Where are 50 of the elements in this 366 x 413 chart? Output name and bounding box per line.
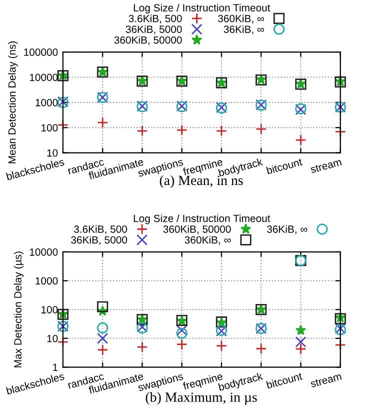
legend-label: 360KiB, 50000 xyxy=(114,36,182,45)
text: (a) Mean, in ns xyxy=(160,175,243,188)
x-tick-label: bitcount xyxy=(266,372,303,389)
y-tick-label: 1000 xyxy=(36,277,58,285)
legend-label: 36KiB, ∞ xyxy=(267,225,308,234)
point xyxy=(136,125,148,136)
y-tick-label: 1 xyxy=(53,364,58,371)
x-tick-label: bitcount xyxy=(266,158,303,174)
legend-label: 36KiB, 5000 xyxy=(126,25,182,34)
legend-title: Log Size / Instruction Timeout xyxy=(134,4,270,14)
x-tick-label: stream xyxy=(310,372,342,388)
point xyxy=(295,134,306,146)
y-tick-label: 10 xyxy=(47,149,58,157)
point xyxy=(176,328,188,339)
y-tick-label: 10000 xyxy=(30,74,58,82)
x-tick-label: stream xyxy=(310,158,342,174)
point xyxy=(97,344,108,356)
point xyxy=(97,301,108,312)
y-tick-label: 1000 xyxy=(36,98,58,106)
legend-title: Log Size / Instruction Timeout xyxy=(134,214,270,224)
point xyxy=(216,125,228,136)
text: (b) Maximum, in µs xyxy=(146,392,257,405)
point xyxy=(97,332,108,344)
point xyxy=(176,324,188,336)
point xyxy=(334,126,346,138)
legend-label: 360KiB, ∞ xyxy=(218,14,264,24)
point xyxy=(334,339,346,351)
y-tick-label: 100 xyxy=(42,306,58,314)
point xyxy=(176,338,188,350)
point xyxy=(256,343,267,354)
point xyxy=(295,343,306,354)
point xyxy=(256,123,267,135)
legend-label: 36KiB, ∞ xyxy=(224,25,264,34)
point xyxy=(295,324,306,335)
point xyxy=(295,336,306,348)
y-tick-label: 100 xyxy=(42,124,58,132)
point xyxy=(216,340,228,352)
y-tick-label: 10 xyxy=(47,334,58,342)
point xyxy=(97,322,108,334)
legend-label: 360KiB, 50000 xyxy=(163,225,231,234)
legend-label: 36KiB, 5000 xyxy=(71,236,128,245)
point xyxy=(176,124,188,136)
y-tick-label: 10000 xyxy=(30,248,58,256)
y-tick-label: 100000 xyxy=(24,48,58,56)
legend-label: 3.6KiB, 500 xyxy=(74,225,128,234)
y-axis-title: Max Detection Delay (µs) xyxy=(14,252,24,368)
point xyxy=(97,117,108,128)
legend-label: 3.6KiB, 500 xyxy=(128,14,182,24)
point xyxy=(136,341,148,353)
legend-label: 360KiB, ∞ xyxy=(184,236,231,245)
